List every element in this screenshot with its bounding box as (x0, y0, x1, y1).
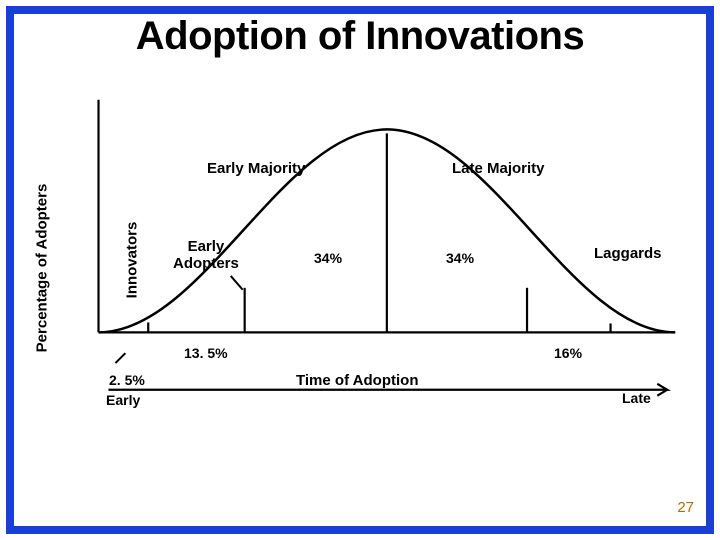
tick-early-adopters-2 (115, 353, 125, 363)
tick-early-adopters-1 (231, 276, 243, 290)
x-axis-late-label: Late (622, 390, 651, 406)
laggards-pct: 16% (554, 345, 582, 361)
early-majority-label: Early Majority (207, 160, 305, 177)
slide-title: Adoption of Innovations (136, 14, 584, 58)
innovators-pct: 2. 5% (109, 372, 145, 388)
page-number: 27 (677, 499, 694, 516)
x-axis-label: Time of Adoption (296, 372, 418, 389)
early-adopters-label: EarlyAdopters (173, 238, 239, 273)
late-majority-label: Late Majority (452, 160, 545, 177)
title-bar: Adoption of Innovations (14, 14, 706, 70)
adoption-curve-chart: Percentage of Adopters Innovators Early … (14, 70, 706, 466)
slide-frame: Adoption of Innovations Percentage of Ad… (6, 6, 714, 534)
y-axis-label: Percentage of Adopters (34, 184, 51, 353)
early-adopters-pct: 13. 5% (184, 345, 228, 361)
early-majority-pct: 34% (314, 250, 342, 266)
laggards-label: Laggards (594, 245, 662, 262)
innovators-label: Innovators (124, 222, 141, 299)
late-majority-pct: 34% (446, 250, 474, 266)
x-axis-early-label: Early (106, 392, 140, 408)
